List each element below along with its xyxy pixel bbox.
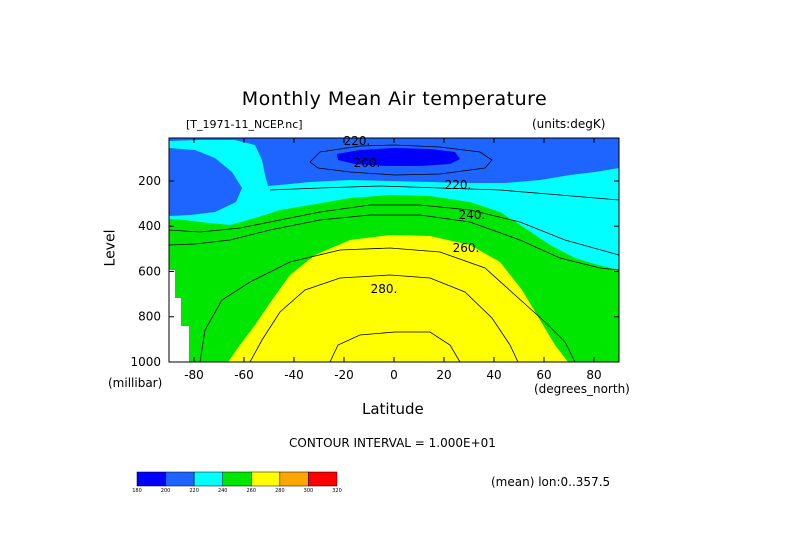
- x-tick-label: -20: [334, 368, 354, 382]
- contour-line-205: [309, 144, 493, 176]
- contour-label: 280.: [371, 282, 398, 296]
- contour-lines: [169, 144, 619, 362]
- x-axis-units: (degrees_north): [534, 382, 630, 396]
- colorbar-tick-label: 200: [161, 488, 171, 494]
- contour-line-290: [329, 331, 461, 362]
- contour-line-225: [269, 185, 619, 201]
- contour-label: 200.: [354, 156, 381, 170]
- y-tick-label: 400: [138, 219, 161, 233]
- contour-line-250: [199, 247, 576, 362]
- x-tick-label: 40: [486, 368, 501, 382]
- colorbar-tick-label: 220: [189, 488, 199, 494]
- colorbar-tick-label: 240: [218, 488, 228, 494]
- y-axis-units: (millibar): [108, 376, 163, 390]
- colorbar-swatch: [308, 471, 338, 487]
- x-tick-label: -40: [284, 368, 304, 382]
- x-tick-label: 80: [586, 368, 601, 382]
- colorbar-swatch: [136, 471, 166, 487]
- zone-fill-200-220-south: [169, 148, 242, 216]
- colorbar: 180 200 220 240 260 280 300 320: [132, 471, 342, 494]
- x-tick-label: 0: [390, 368, 398, 382]
- y-tick-label: 200: [138, 174, 161, 188]
- file-label: [T_1971-11_NCEP.nc]: [186, 118, 303, 131]
- missing-data-area: [169, 326, 189, 362]
- x-tick-label: -60: [234, 368, 254, 382]
- colorbar-tick-label: 300: [304, 488, 314, 494]
- colorbar-swatch: [165, 471, 195, 487]
- missing-data-area: [169, 298, 181, 328]
- contour-label: 260.: [453, 241, 480, 255]
- colorbar-swatch: [222, 471, 252, 487]
- colorbar-swatch: [279, 471, 309, 487]
- zone-fill-below-200: [337, 148, 460, 166]
- contour-interval-label: CONTOUR INTERVAL = 1.000E+01: [289, 436, 496, 450]
- colorbar-tick-label: 320: [332, 488, 342, 494]
- y-axis-ticks: 200 400 600 800 1000: [130, 174, 619, 369]
- contour-fill-layer: [169, 138, 619, 362]
- x-tick-label: -80: [184, 368, 204, 382]
- x-tick-label: 20: [436, 368, 451, 382]
- x-axis-ticks: -80 -60 -40 -20 0 20 40 60 80: [184, 138, 602, 382]
- contour-line-270: [249, 274, 519, 362]
- colorbar-tick-label: 260: [247, 488, 257, 494]
- contour-labels: 220. 200. 220. 240. 260. 280.: [344, 134, 486, 296]
- contour-label: 220.: [344, 134, 371, 148]
- units-label: (units:degK): [532, 117, 606, 131]
- contour-line-230: [169, 214, 619, 271]
- colorbar-tick-label: 180: [132, 488, 142, 494]
- missing-data-area: [169, 270, 175, 300]
- chart-title: Monthly Mean Air temperature: [241, 88, 548, 110]
- contour-label: 220.: [445, 178, 472, 192]
- y-tick-label: 600: [138, 264, 161, 278]
- contour-label: 240.: [459, 208, 486, 222]
- contour-line-215: [169, 204, 619, 256]
- mean-longitude-label: (mean) lon:0..357.5: [491, 475, 611, 489]
- colorbar-swatch: [251, 471, 281, 487]
- y-tick-label: 1000: [130, 355, 161, 369]
- y-tick-label: 800: [138, 310, 161, 324]
- colorbar-tick-label: 280: [275, 488, 285, 494]
- colorbar-swatch: [193, 471, 223, 487]
- x-axis-label: Latitude: [362, 400, 424, 418]
- x-tick-label: 60: [536, 368, 551, 382]
